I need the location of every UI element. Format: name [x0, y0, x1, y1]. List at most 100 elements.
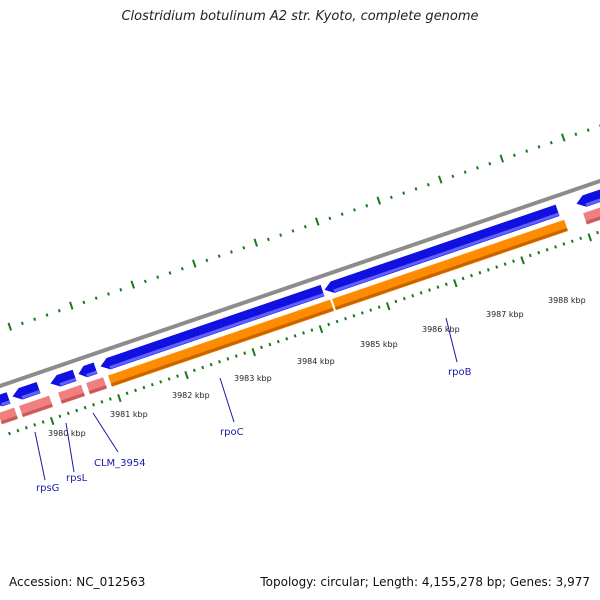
outer-tick	[365, 203, 369, 208]
inner-tick	[385, 302, 391, 311]
inner-tick	[335, 319, 339, 324]
gene-clm-lower-shade	[88, 385, 107, 394]
inner-tick	[327, 322, 331, 327]
gene-rpsG-lower-shade	[21, 403, 53, 417]
outer-tick	[315, 217, 320, 226]
inner-tick	[260, 345, 263, 350]
inner-tick	[176, 374, 179, 378]
inner-tick	[512, 259, 515, 264]
outer-tick-track	[7, 124, 600, 331]
inner-tick	[150, 382, 154, 387]
gene-label-rpoc: rpoC	[220, 427, 244, 438]
gene-leader-line	[34, 431, 46, 481]
inner-tick	[125, 391, 129, 396]
inner-tick	[251, 348, 257, 357]
inner-tick	[369, 308, 373, 312]
inner-tick	[486, 268, 490, 272]
outer-tick	[266, 237, 270, 242]
gene-rpoC	[108, 299, 334, 387]
inner-tick	[100, 400, 104, 404]
gene-rpoC-upper-shade	[109, 292, 325, 369]
scale-label: 3982 kbp	[172, 391, 210, 400]
scale-label: 3986 kbp	[422, 325, 460, 334]
inner-tick	[159, 380, 163, 384]
outer-tick	[525, 149, 529, 153]
outer-tick	[279, 233, 283, 237]
outer-tick	[94, 296, 98, 300]
inner-tick	[75, 408, 79, 413]
inner-tick	[419, 291, 423, 295]
outer-tick	[230, 250, 233, 254]
inner-tick	[92, 403, 95, 407]
inner-tick	[167, 377, 171, 381]
inner-tick	[33, 423, 37, 427]
outer-tick	[340, 212, 344, 216]
inner-tick	[478, 271, 482, 275]
gene-rpoB	[332, 219, 568, 311]
outer-tick	[353, 208, 356, 212]
gene-rpsL-shade	[59, 377, 77, 387]
outer-tick	[512, 153, 516, 158]
inner-tick	[142, 385, 146, 390]
outer-tick	[57, 309, 61, 313]
outer-tick	[414, 187, 418, 191]
genome-summary-text: Topology: circular; Length: 4,155,278 bp…	[260, 575, 590, 589]
gene-label-rpsl: rpsL	[66, 473, 88, 484]
outer-tick	[574, 132, 578, 137]
gene-leader-line	[65, 422, 75, 473]
gene-leader-line	[92, 412, 119, 453]
inner-tick	[24, 425, 28, 430]
gene-leader-line	[219, 377, 235, 423]
inner-tick	[537, 250, 541, 255]
inner-tick	[562, 242, 566, 246]
outer-tick	[463, 170, 467, 174]
scale-label: 3984 kbp	[297, 357, 335, 366]
inner-tick	[520, 256, 525, 265]
inner-tick	[66, 411, 70, 416]
outer-tick	[45, 313, 49, 317]
inner-tick	[587, 233, 593, 242]
outer-tick	[488, 161, 492, 166]
outer-tick	[33, 317, 37, 321]
outer-tick	[130, 280, 136, 289]
gene-rpoC-upper	[100, 284, 325, 370]
gene-track	[0, 189, 600, 425]
outer-tick	[549, 140, 553, 145]
outer-tick	[376, 196, 382, 205]
accession-text: Accession: NC_012563	[9, 575, 146, 589]
inner-tick	[596, 230, 599, 235]
inner-tick	[268, 342, 272, 347]
gene-rpoB-upper-shade	[333, 212, 560, 293]
gene-clm3954-shade	[86, 370, 98, 377]
inner-tick	[83, 405, 87, 410]
gene-label-clm-3954: CLM_3954	[94, 458, 146, 469]
outer-tick	[328, 216, 332, 221]
scale-label: 3980 kbp	[48, 429, 86, 438]
outer-tick	[451, 174, 455, 179]
outer-tick	[69, 301, 74, 310]
scale-label: 3988 kbp	[548, 296, 586, 305]
outer-tick	[205, 258, 209, 263]
inner-tick	[360, 311, 364, 315]
gene-rpoB-upper	[324, 204, 560, 293]
inner-tick	[302, 331, 305, 335]
outer-tick	[192, 259, 197, 268]
inner-tick	[226, 357, 230, 361]
inner-tick	[428, 288, 431, 292]
inner-tick	[570, 239, 574, 243]
gene-rpsL-lower	[58, 384, 85, 404]
gene-lower-partial-shade	[0, 415, 18, 424]
scale-label: 3983 kbp	[234, 374, 272, 383]
outer-tick	[291, 229, 295, 233]
outer-tick	[119, 288, 123, 292]
scale-labels: 3980 kbp 3981 kbp 3982 kbp 3983 kbp 3984 kbp…	[48, 296, 586, 438]
outer-tick	[586, 128, 590, 132]
inner-tick	[276, 339, 280, 344]
inner-tick	[528, 253, 532, 258]
genome-backbone	[0, 178, 600, 389]
inner-tick	[243, 351, 247, 355]
inner-tick	[545, 248, 549, 252]
outer-tick	[476, 166, 479, 170]
gene-rpoB-shade	[334, 227, 568, 310]
